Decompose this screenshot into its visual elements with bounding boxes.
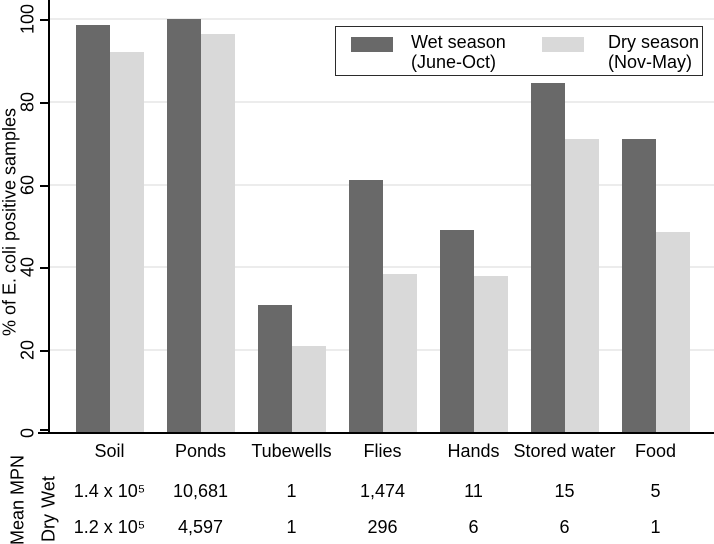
bar-dry-ponds [200, 33, 235, 433]
y-tick-80 [40, 101, 49, 104]
legend-label-wet: Wet season (June-Oct) [411, 32, 506, 72]
table-cell-dry-flies: 296 [367, 517, 398, 537]
bar-group-ponds [166, 0, 235, 433]
table-cell-wet-soil: 1.4 x 10⁵ [73, 481, 146, 501]
y-axis [48, 0, 50, 433]
legend-label-dry-line1: Dry season [608, 32, 700, 52]
x-axis [38, 432, 714, 434]
bar-wet-ponds [166, 19, 201, 433]
y-tick-60 [40, 184, 49, 187]
bar-dry-flies [382, 273, 417, 433]
table-cell-wet-food: 5 [650, 481, 661, 501]
bar-group-flies [348, 0, 417, 433]
gridline-100 [49, 18, 714, 20]
table-cell-dry-tubewells: 1 [286, 517, 297, 537]
y-tick-label-60: 60 [17, 174, 38, 195]
category-label-tubewells: Tubewells [251, 441, 332, 461]
table-cell-dry-food: 1 [650, 517, 661, 537]
bar-dry-stored-water [564, 139, 599, 433]
category-label-flies: Flies [363, 441, 402, 461]
y-tick-20 [40, 350, 49, 353]
bar-group-food [621, 0, 690, 433]
table-cell-dry-stored-water: 6 [559, 517, 570, 537]
y-tick-label-100: 100 [17, 3, 38, 35]
category-label-ponds: Ponds [174, 441, 227, 461]
legend-swatch-wet [351, 37, 393, 52]
bar-group-tubewells [257, 0, 326, 433]
y-tick-label-80: 80 [17, 91, 38, 112]
bar-group-soil [75, 0, 144, 433]
bar-wet-soil [75, 25, 110, 433]
y-tick-label-0: 0 [17, 427, 38, 439]
bar-wet-hands [439, 230, 474, 433]
bar-dry-food [655, 232, 690, 433]
bar-dry-hands [473, 275, 508, 433]
table-row-label-wet: Wet [38, 476, 59, 508]
legend-label-wet-line2: (June-Oct) [411, 52, 497, 72]
legend-label-dry-line2: (Nov-May) [608, 52, 692, 72]
y-tick-0 [40, 429, 49, 431]
table-row-label-dry: Dry [38, 514, 59, 542]
table-cell-dry-ponds: 4,597 [177, 517, 224, 537]
y-tick-100 [40, 19, 49, 21]
plot-area [49, 0, 714, 433]
bar-dry-tubewells [291, 346, 326, 433]
table-cell-dry-hands: 6 [468, 517, 479, 537]
y-tick-label-40: 40 [17, 257, 38, 278]
category-label-stored-water: Stored water [513, 441, 616, 461]
table-cell-wet-hands: 11 [464, 481, 483, 501]
category-label-food: Food [634, 441, 677, 461]
bar-wet-stored-water [530, 83, 565, 433]
bar-wet-food [621, 139, 656, 433]
category-label-hands: Hands [447, 441, 500, 461]
legend-label-wet-line1: Wet season [411, 32, 506, 52]
y-tick-40 [40, 267, 49, 270]
y-axis-label: % of E. coli positive samples [0, 107, 20, 337]
legend-swatch-dry [542, 37, 584, 52]
table-cell-wet-tubewells: 1 [286, 481, 297, 501]
table-group-label: Mean MPN [7, 454, 28, 544]
table-cell-dry-soil: 1.2 x 10⁵ [73, 517, 146, 537]
bar-dry-soil [109, 52, 144, 433]
bar-group-hands [439, 0, 508, 433]
legend-label-dry: Dry season (Nov-May) [608, 32, 699, 72]
legend: Wet season (June-Oct) Dry season (Nov-Ma… [335, 26, 703, 76]
bar-wet-flies [348, 180, 383, 433]
category-label-soil: Soil [94, 441, 125, 461]
gridline-80 [49, 100, 714, 103]
table-cell-wet-flies: 1,474 [359, 481, 406, 501]
table-cell-wet-stored-water: 15 [554, 481, 575, 501]
bar-wet-tubewells [257, 304, 292, 433]
bar-group-stored-water [530, 0, 599, 433]
table-cell-wet-ponds: 10,681 [172, 481, 229, 501]
y-tick-label-20: 20 [17, 340, 38, 361]
